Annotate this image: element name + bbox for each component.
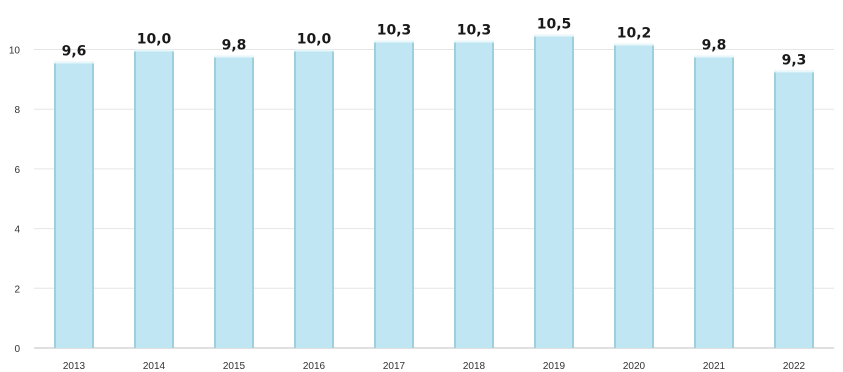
- y-tick-label: 8: [14, 105, 20, 116]
- bar-edge-left: [454, 40, 456, 349]
- data-label: 10,3: [377, 23, 412, 39]
- bar-top-highlight: [134, 49, 174, 52]
- y-tick-label: 6: [14, 165, 20, 176]
- y-tick-labels: 0 2 4 6 8 10: [9, 46, 21, 356]
- bar: [774, 70, 814, 349]
- data-label: 9,8: [222, 37, 247, 53]
- bar-layer: [54, 34, 814, 349]
- bar-2019: [534, 34, 574, 348]
- bar-edge-left: [374, 40, 376, 349]
- bar-2020: [614, 43, 654, 348]
- bar-edge-right: [332, 49, 334, 348]
- bar-edge-left: [214, 55, 216, 348]
- bar: [54, 61, 94, 348]
- bar-top-highlight: [214, 55, 254, 58]
- data-label: 10,3: [457, 23, 492, 39]
- x-tick-label: 2020: [623, 361, 646, 372]
- bar-2017: [374, 40, 414, 349]
- x-tick-label: 2014: [143, 361, 166, 372]
- bar-2015: [214, 55, 254, 348]
- data-label: 10,0: [297, 32, 332, 48]
- bar-edge-left: [614, 43, 616, 348]
- bar-edge-left: [54, 61, 56, 348]
- data-label: 10,0: [137, 32, 172, 48]
- bar-edge-right: [172, 49, 174, 348]
- bar: [614, 43, 654, 348]
- bar: [454, 40, 494, 349]
- x-tick-labels: 2013 2014 2015 2016 2017 2018 2019 2020 2021 2022: [63, 361, 806, 372]
- data-labels: 9,6 10,0 9,8 10,0 10,3 10,3 10,5 10,2 9,8 9,3: [62, 17, 807, 69]
- bar: [694, 55, 734, 348]
- data-label: 9,3: [782, 52, 807, 68]
- x-tick-label: 2018: [463, 361, 486, 372]
- bar-edge-left: [694, 55, 696, 348]
- bar-top-highlight: [294, 49, 334, 52]
- y-tick-label: 0: [14, 344, 20, 355]
- x-tick-label: 2015: [223, 361, 246, 372]
- bar: [374, 40, 414, 349]
- bar-edge-right: [572, 34, 574, 348]
- bar-top-highlight: [454, 40, 494, 43]
- bar-edge-right: [812, 70, 814, 349]
- bar-top-highlight: [534, 34, 574, 37]
- bar: [134, 49, 174, 348]
- x-tick-label: 2013: [63, 361, 86, 372]
- bar: [534, 34, 574, 348]
- bar-edge-left: [534, 34, 536, 348]
- data-label: 9,6: [62, 43, 87, 59]
- x-tick-label: 2017: [383, 361, 406, 372]
- y-tick-label: 10: [9, 46, 21, 57]
- bar-2013: [54, 61, 94, 348]
- bar-edge-right: [492, 40, 494, 349]
- bar-2018: [454, 40, 494, 349]
- x-tick-label: 2019: [543, 361, 566, 372]
- bar-edge-left: [134, 49, 136, 348]
- bar-edge-right: [652, 43, 654, 348]
- bar-2021: [694, 55, 734, 348]
- bar-top-highlight: [614, 43, 654, 46]
- data-label: 10,5: [537, 17, 572, 33]
- y-tick-label: 4: [14, 225, 20, 236]
- x-tick-label: 2021: [703, 361, 726, 372]
- bar-2014: [134, 49, 174, 348]
- bar-top-highlight: [374, 40, 414, 43]
- bar-edge-right: [732, 55, 734, 348]
- bar-edge-right: [252, 55, 254, 348]
- bar-2016: [294, 49, 334, 348]
- bar-top-highlight: [694, 55, 734, 58]
- bar-edge-left: [294, 49, 296, 348]
- bar-edge-right: [92, 61, 94, 348]
- x-tick-label: 2022: [783, 361, 806, 372]
- bar: [294, 49, 334, 348]
- bar-top-highlight: [774, 70, 814, 73]
- bar-edge-right: [412, 40, 414, 349]
- data-label: 9,8: [702, 37, 727, 53]
- bar-top-highlight: [54, 61, 94, 64]
- bar-edge-left: [774, 70, 776, 349]
- bar: [214, 55, 254, 348]
- x-tick-label: 2016: [303, 361, 326, 372]
- data-label: 10,2: [617, 26, 652, 42]
- bar-2022: [774, 70, 814, 349]
- y-tick-label: 2: [14, 284, 20, 295]
